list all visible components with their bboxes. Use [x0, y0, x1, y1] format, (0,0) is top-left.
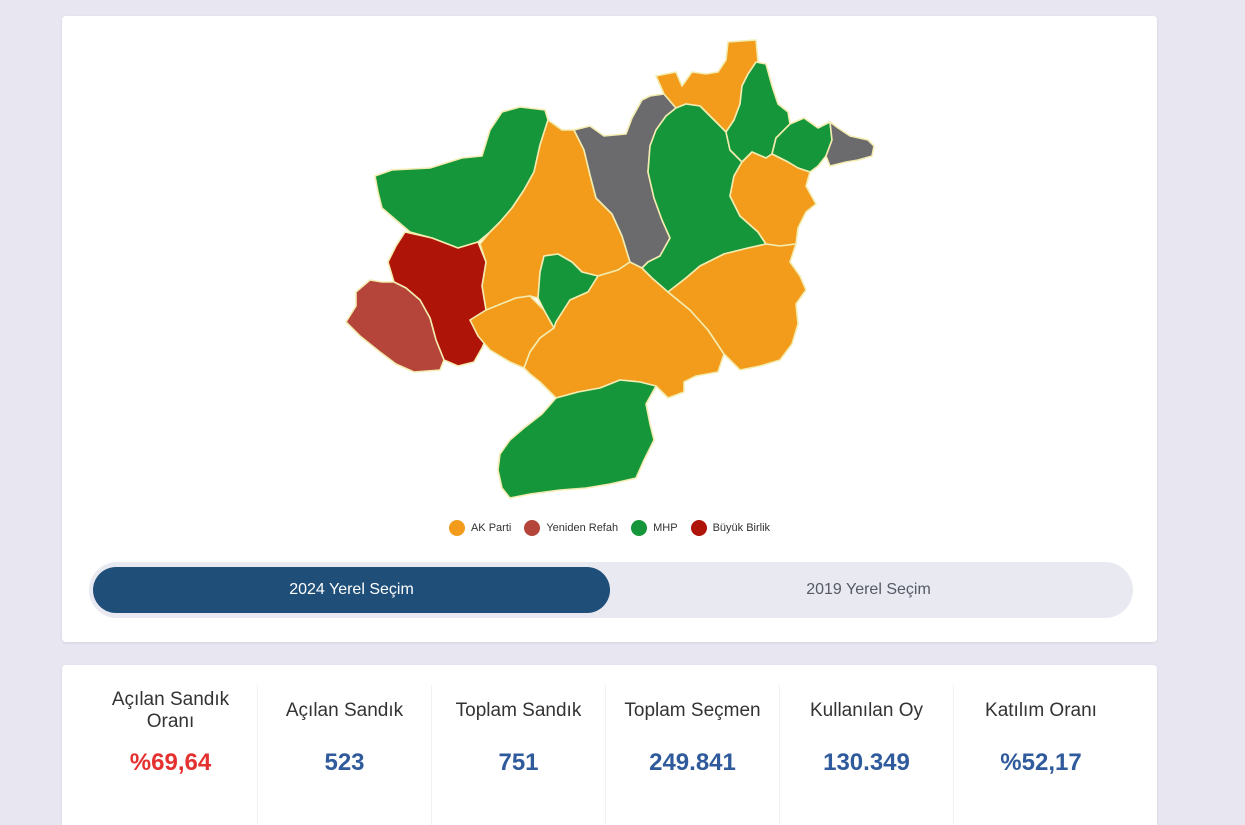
legend-item-mhp[interactable]: MHP [631, 520, 678, 536]
stat-label: Kullanılan Oy [809, 700, 923, 721]
election-year-toggle: 2024 Yerel Seçim 2019 Yerel Seçim [89, 562, 1133, 618]
stat-label: Toplam Sandık [455, 700, 582, 721]
district-east-upper-akp[interactable] [729, 151, 817, 247]
legend-label: Yeniden Refah [546, 522, 619, 534]
stat-label: Katılım Oranı [985, 700, 1097, 721]
legend-label: Büyük Birlik [712, 522, 771, 534]
stat-opened-ballots: Açılan Sandık 523 [258, 685, 432, 825]
stat-label: Açılan Sandık Oranı [111, 689, 230, 732]
stat-turnout-rate: Katılım Oranı %52,17 [954, 685, 1128, 825]
district-west-yrp[interactable] [345, 279, 445, 373]
stat-value: 751 [498, 749, 539, 776]
tab-2019-local-election[interactable]: 2019 Yerel Seçim [806, 581, 931, 598]
stat-total-voters: Toplam Seçmen 249.841 [606, 685, 780, 825]
legend-label: MHP [653, 522, 678, 534]
legend-dot-icon [524, 520, 541, 536]
legend-item-buyuk-birlik[interactable]: Büyük Birlik [690, 520, 771, 536]
stat-value: 130.349 [823, 749, 910, 776]
stat-label: Açılan Sandık [285, 700, 404, 721]
legend-dot-icon [448, 520, 465, 536]
stat-value: 249.841 [649, 749, 736, 776]
district-south-mhp[interactable] [497, 379, 657, 499]
district-map [345, 39, 875, 499]
legend-label: AK Parti [470, 522, 512, 534]
stat-votes-cast: Kullanılan Oy 130.349 [780, 685, 954, 825]
tab-2024-local-election[interactable]: 2024 Yerel Seçim [93, 567, 610, 613]
stat-value: %69,64 [129, 749, 212, 776]
map-card: AK Parti Yeniden Refah MHP Büyük Birlik … [62, 16, 1157, 642]
stat-opened-ballot-ratio: Açılan Sandık Oranı %69,64 [84, 685, 258, 825]
map-legend: AK Parti Yeniden Refah MHP Büyük Birlik [62, 520, 1157, 536]
stat-value: %52,17 [1000, 749, 1082, 776]
stat-total-ballots: Toplam Sandık 751 [432, 685, 606, 825]
stat-value: 523 [324, 749, 365, 776]
district-north-east-grey [825, 121, 875, 167]
legend-dot-icon [690, 520, 707, 536]
stats-card: Açılan Sandık Oranı %69,64 Açılan Sandık… [62, 665, 1157, 825]
legend-item-yeniden-refah[interactable]: Yeniden Refah [524, 520, 618, 536]
stats-row: Açılan Sandık Oranı %69,64 Açılan Sandık… [62, 665, 1157, 825]
district-east-lower-akp[interactable] [667, 243, 807, 371]
legend-dot-icon [631, 520, 648, 536]
district-south-center-akp[interactable] [523, 261, 725, 399]
stat-label: Toplam Seçmen [624, 700, 761, 721]
legend-item-ak-parti[interactable]: AK Parti [448, 520, 512, 536]
